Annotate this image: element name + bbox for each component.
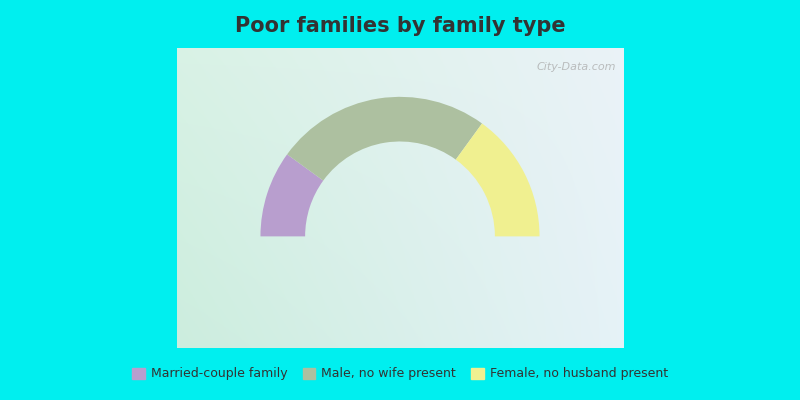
Wedge shape (287, 97, 482, 181)
Wedge shape (261, 154, 323, 236)
Text: Poor families by family type: Poor families by family type (234, 16, 566, 36)
Text: City-Data.com: City-Data.com (537, 62, 616, 72)
Wedge shape (456, 124, 539, 236)
Legend: Married-couple family, Male, no wife present, Female, no husband present: Married-couple family, Male, no wife pre… (127, 362, 673, 386)
